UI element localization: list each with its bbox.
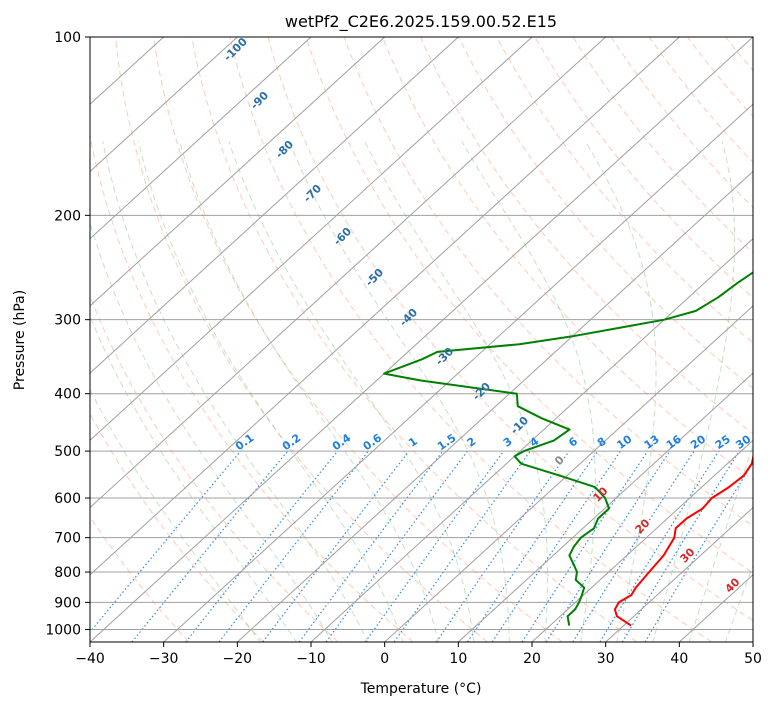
isotherm-line — [90, 37, 459, 374]
isotherm-line — [90, 37, 753, 642]
dry-adiabat-line — [90, 515, 190, 642]
y-tick-label: 1000 — [45, 622, 81, 638]
dry-adiabat-line — [343, 37, 753, 527]
dry-adiabat-line — [496, 37, 753, 344]
y-tick-label: 800 — [54, 565, 81, 581]
mixing-ratio-line — [131, 450, 289, 642]
isotherm-line — [90, 37, 386, 307]
y-tick-label: 400 — [54, 387, 81, 403]
isotherm-line — [310, 237, 753, 642]
dry-adiabat-line — [90, 133, 414, 642]
moist-adiabat-line — [461, 141, 596, 642]
dry-adiabat-line — [381, 37, 753, 481]
x-tick-label: −10 — [296, 651, 326, 667]
dry-adiabat-line — [458, 37, 753, 389]
x-tick-label: 10 — [449, 651, 467, 667]
isotherm-line — [90, 37, 238, 173]
dry-adiabat-line — [420, 37, 753, 435]
dry-adiabat-line — [90, 412, 264, 642]
isotherm-line — [90, 37, 312, 240]
mixing-ratio-line — [572, 450, 695, 642]
dry-adiabat-line — [114, 37, 488, 642]
moist-adiabat-line — [102, 141, 369, 642]
isotherm-line — [90, 37, 680, 576]
chart-title: wetPf2_C2E6.2025.159.00.52.E15 — [285, 12, 557, 32]
x-tick-label: 30 — [597, 651, 615, 667]
isotherm-line — [531, 439, 753, 642]
x-tick-label: 20 — [523, 651, 541, 667]
dewpoint-line — [383, 271, 753, 626]
isotherm-line — [384, 305, 753, 642]
moist-adiabat-line — [228, 141, 475, 642]
x-tick-label: 50 — [744, 651, 762, 667]
mixing-ratio-line — [262, 450, 410, 642]
y-tick-label: 700 — [54, 531, 81, 547]
axis-ticks: −40 −30 −20 −10 0 10 20 30 40 50 100 200 300 400 500 60… — [45, 30, 762, 667]
mixing-ratio-line — [491, 450, 621, 642]
mixing-ratio-line — [325, 450, 468, 642]
y-tick-label: 900 — [54, 595, 81, 611]
x-tick-label: −40 — [75, 651, 105, 667]
mixing-ratio-line — [185, 450, 339, 642]
moist-adiabat-line — [652, 141, 736, 642]
mixing-ratio-line — [466, 450, 599, 642]
isotherm-line — [163, 103, 753, 642]
moist-adiabat-line — [364, 141, 548, 642]
y-tick-label: 100 — [54, 30, 81, 46]
isotherm-line — [90, 37, 607, 509]
y-tick-label: 300 — [54, 313, 81, 329]
grid-lines — [90, 37, 753, 642]
y-axis-title: Pressure (hPa) — [12, 290, 28, 390]
moist-adiabat-line — [288, 141, 510, 642]
y-tick-label: 500 — [54, 444, 81, 460]
x-axis-title: Temperature (°C) — [360, 681, 482, 697]
moist-adiabat-line — [137, 141, 404, 642]
moist-adiabat-line — [725, 563, 753, 642]
moist-adiabat-line — [688, 443, 753, 642]
mixing-ratio-line — [435, 450, 570, 642]
x-tick-label: 0 — [380, 651, 389, 667]
moist-adiabat-line — [90, 314, 297, 642]
mixing-ratio-line — [298, 450, 444, 642]
moist-adiabat-line — [90, 220, 333, 642]
x-tick-label: 40 — [670, 651, 688, 667]
temperature-line — [613, 453, 753, 627]
mixing-ratio-line — [545, 450, 671, 642]
mixing-ratio-line — [621, 450, 740, 642]
mixing-ratio-line — [364, 450, 505, 642]
y-tick-label: 600 — [54, 491, 81, 507]
y-tick-label: 200 — [54, 208, 81, 224]
sounding-lines — [383, 271, 753, 627]
moist-adiabat-line — [585, 141, 657, 642]
x-tick-label: −30 — [149, 651, 179, 667]
dry-adiabat-line — [534, 37, 753, 299]
x-tick-label: −20 — [223, 651, 253, 667]
isotherm-line — [605, 506, 753, 642]
dry-adiabat-line — [305, 37, 753, 574]
dry-adiabat-line — [153, 37, 563, 642]
isotherm-line — [90, 37, 533, 442]
isotherm-line — [457, 372, 753, 642]
dry-adiabat-line — [267, 37, 753, 622]
mixing-ratio-line — [90, 450, 242, 633]
isotherm-line — [236, 170, 753, 642]
plot-frame — [89, 36, 754, 643]
